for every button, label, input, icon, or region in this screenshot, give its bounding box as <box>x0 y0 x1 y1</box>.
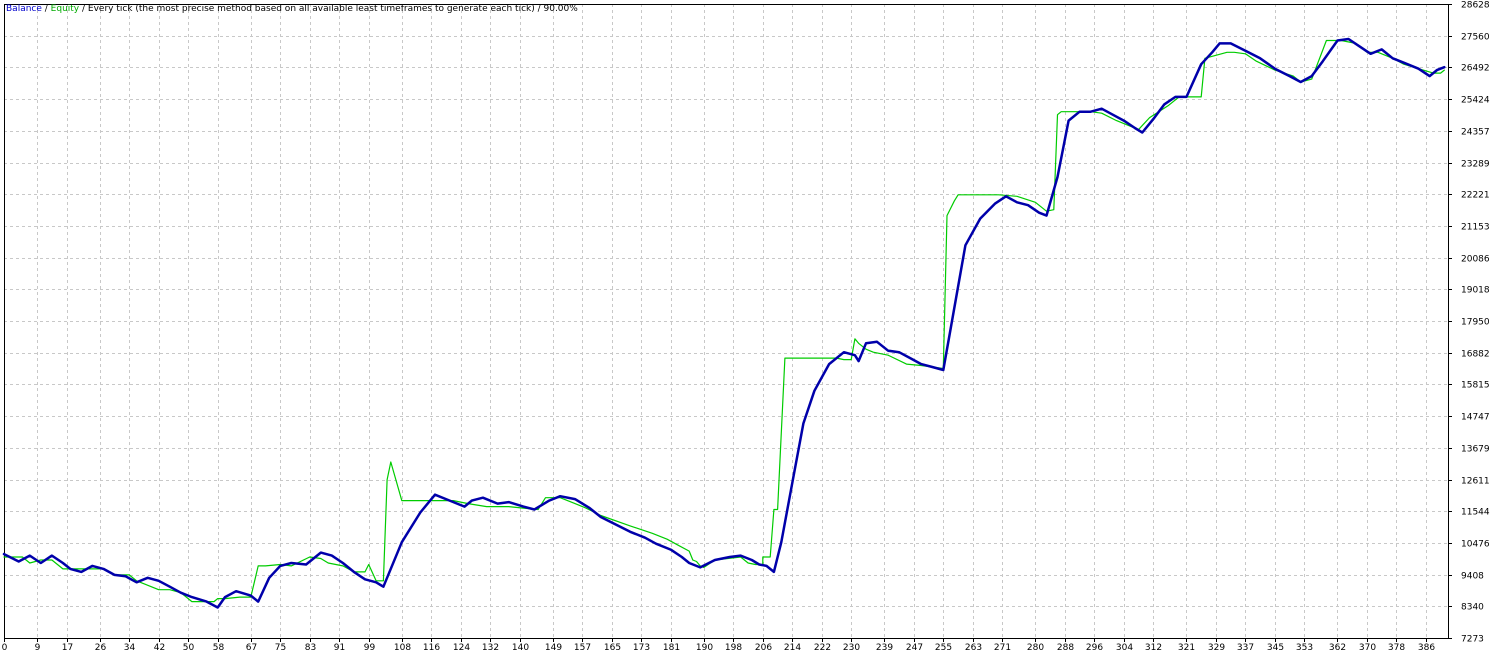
y-tick-label: 10476 <box>1461 540 1490 550</box>
x-tick-label: 239 <box>876 643 893 650</box>
y-tick-label: 25424 <box>1461 96 1490 106</box>
x-tick-label: 108 <box>394 643 411 650</box>
y-tick-label: 24357 <box>1461 128 1490 138</box>
y-tick-label: 13679 <box>1461 445 1490 455</box>
x-tick-label: 50 <box>183 643 195 650</box>
x-tick-label: 198 <box>725 643 742 650</box>
y-tick-label: 22221 <box>1461 191 1490 201</box>
y-tick-label: 23289 <box>1461 160 1490 170</box>
x-tick-label: 99 <box>364 643 376 650</box>
y-tick-label: 19018 <box>1461 286 1490 296</box>
x-tick-label: 0 <box>2 643 8 650</box>
x-tick-label: 337 <box>1237 643 1254 650</box>
series-lines <box>2 37 1446 609</box>
x-tick-label: 370 <box>1359 643 1376 650</box>
x-tick-label: 378 <box>1388 643 1405 650</box>
x-tick-label: 222 <box>814 643 831 650</box>
x-tick-label: 304 <box>1116 643 1133 650</box>
x-tick-label: 132 <box>482 643 499 650</box>
y-tick-label: 26492 <box>1461 64 1490 74</box>
x-tick-label: 124 <box>453 643 470 650</box>
y-tick-label: 14747 <box>1461 413 1490 423</box>
legend-description: / Every tick (the most precise method ba… <box>79 4 578 14</box>
y-tick-label: 8340 <box>1461 603 1484 613</box>
x-tick-label: 288 <box>1057 643 1074 650</box>
x-tick-label: 83 <box>305 643 316 650</box>
x-tick-label: 329 <box>1208 643 1225 650</box>
x-tick-label: 321 <box>1178 643 1195 650</box>
y-tick-label: 7273 <box>1461 635 1484 645</box>
x-tick-label: 34 <box>124 643 136 650</box>
x-tick-label: 181 <box>663 643 680 650</box>
y-tick-label: 28628 <box>1461 1 1490 11</box>
x-tick-label: 58 <box>213 643 225 650</box>
x-axis: 0 9 17 26 34 42 50 58 67 75 83 91 99 108 116 124 132 140 1… <box>2 638 1435 653</box>
legend-separator: / <box>41 4 51 14</box>
x-tick-label: 271 <box>994 643 1011 650</box>
x-tick-label: 116 <box>423 643 440 650</box>
x-tick-label: 263 <box>965 643 982 650</box>
y-tick-label: 17950 <box>1461 318 1490 328</box>
x-tick-label: 190 <box>696 643 713 650</box>
x-tick-label: 247 <box>906 643 923 650</box>
x-tick-label: 345 <box>1267 643 1284 650</box>
y-axis: 7273 8340 9408 10476 11544 12611 13679 14747 158… <box>1448 1 1490 645</box>
equity-series-line <box>3 39 1445 603</box>
y-tick-label: 12611 <box>1461 477 1490 487</box>
x-tick-label: 214 <box>784 643 801 650</box>
x-tick-label: 353 <box>1296 643 1313 650</box>
x-tick-label: 206 <box>755 643 772 650</box>
y-tick-label: 20086 <box>1461 255 1490 265</box>
x-tick-label: 165 <box>604 643 621 650</box>
x-tick-label: 280 <box>1027 643 1044 650</box>
balance-series-line <box>2 37 1446 609</box>
x-tick-label: 296 <box>1086 643 1103 650</box>
y-tick-label: 16882 <box>1461 350 1490 360</box>
legend-balance-label: Balance <box>6 4 42 14</box>
x-tick-label: 255 <box>935 643 952 650</box>
x-tick-label: 26 <box>95 643 107 650</box>
y-tick-label: 9408 <box>1461 572 1484 582</box>
y-tick-label: 15815 <box>1461 381 1490 391</box>
x-tick-label: 67 <box>246 643 257 650</box>
x-tick-label: 91 <box>334 643 345 650</box>
x-tick-label: 312 <box>1145 643 1162 650</box>
x-tick-label: 362 <box>1329 643 1346 650</box>
grid <box>4 4 1448 638</box>
x-tick-label: 42 <box>154 643 165 650</box>
legend-equity-label: Equity <box>50 4 80 14</box>
x-tick-label: 17 <box>62 643 73 650</box>
y-tick-label: 21153 <box>1461 223 1490 233</box>
x-tick-label: 75 <box>275 643 286 650</box>
y-tick-label: 11544 <box>1461 508 1490 518</box>
y-tick-label: 27560 <box>1461 33 1490 43</box>
chart-legend: Balance / Equity / Every tick (the most … <box>6 4 578 14</box>
x-tick-label: 9 <box>35 643 41 650</box>
x-tick-label: 386 <box>1418 643 1435 650</box>
x-tick-label: 157 <box>574 643 591 650</box>
x-tick-label: 149 <box>545 643 562 650</box>
x-tick-label: 140 <box>512 643 529 650</box>
x-tick-label: 230 <box>843 643 860 650</box>
x-tick-label: 173 <box>633 643 650 650</box>
